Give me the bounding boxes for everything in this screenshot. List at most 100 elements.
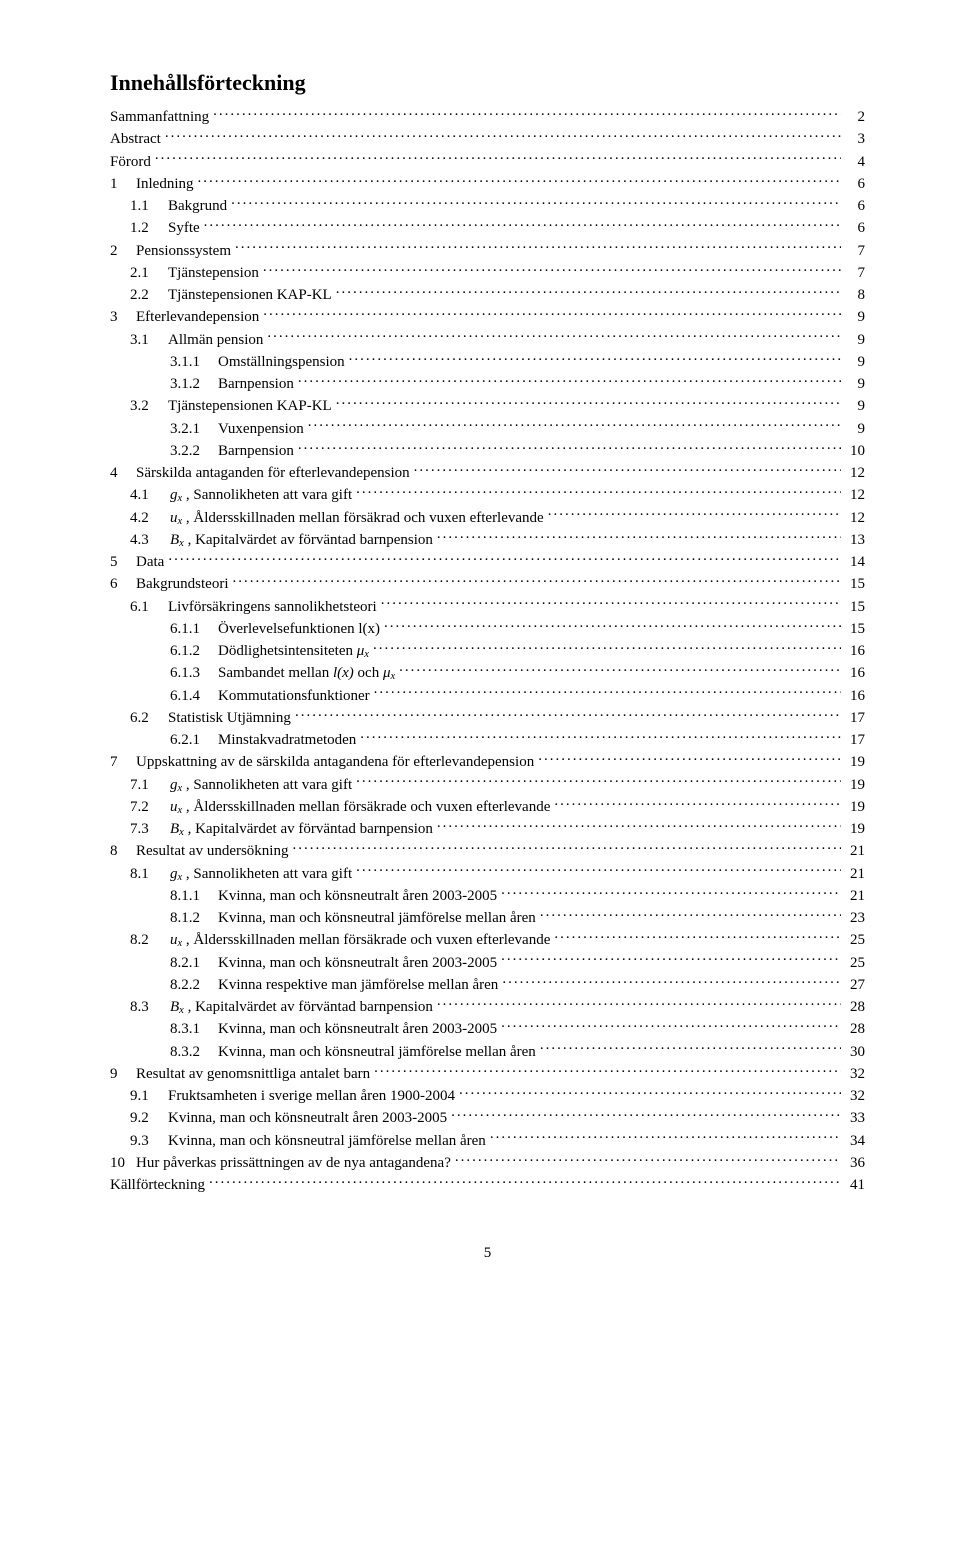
entry-label: Abstract <box>110 129 165 149</box>
entry-label: Syfte <box>168 218 204 238</box>
leader-dots <box>360 729 841 744</box>
entry-label: Omställningspension <box>218 352 349 372</box>
leader-dots <box>349 351 841 366</box>
entry-number: 6.1 <box>130 597 168 617</box>
entry-page: 9 <box>841 307 865 327</box>
leader-dots <box>459 1085 841 1100</box>
toc-entry: 2.1Tjänstepension 7 <box>110 262 865 283</box>
entry-number: 3.2.2 <box>170 441 218 461</box>
entry-number: 8 <box>110 841 136 861</box>
entry-number: 4.3 <box>130 530 170 550</box>
entry-label: Kvinna, man och könsneutralt åren 2003-2… <box>218 953 501 973</box>
entry-label: Kvinna, man och könsneutralt åren 2003-2… <box>218 886 501 906</box>
entry-label: Bx , Kapitalvärdet av förväntad barnpens… <box>170 997 437 1017</box>
leader-dots <box>554 929 841 944</box>
leader-dots <box>490 1130 841 1145</box>
entry-number: 1.2 <box>130 218 168 238</box>
entry-page: 2 <box>841 107 865 127</box>
toc-entry: 6.1Livförsäkringens sannolikhetsteori 15 <box>110 596 865 617</box>
entry-label: Pensionssystem <box>136 241 235 261</box>
entry-page: 10 <box>841 441 865 461</box>
toc-entry: 1Inledning 6 <box>110 173 865 194</box>
leader-dots <box>168 551 841 566</box>
entry-label: Sammanfattning <box>110 107 213 127</box>
entry-page: 6 <box>841 218 865 238</box>
toc-entry: 6.2Statistisk Utjämning 17 <box>110 707 865 728</box>
entry-page: 9 <box>841 330 865 350</box>
entry-number: 4 <box>110 463 136 483</box>
entry-number: 6.1.2 <box>170 641 218 661</box>
leader-dots <box>198 173 842 188</box>
entry-label: Tjänstepensionen KAP-KL <box>168 285 336 305</box>
entry-label: Överlevelsefunktionen l(x) <box>218 619 384 639</box>
entry-number: 8.3.2 <box>170 1042 218 1062</box>
page-title: Innehållsförteckning <box>110 70 865 96</box>
entry-page: 30 <box>841 1042 865 1062</box>
entry-number: 8.3.1 <box>170 1019 218 1039</box>
toc-entry: 8.1.2Kvinna, man och könsneutral jämföre… <box>110 907 865 928</box>
entry-number: 7.1 <box>130 775 170 795</box>
toc-entry: 1.2Syfte 6 <box>110 217 865 238</box>
entry-number: 9.3 <box>130 1131 168 1151</box>
leader-dots <box>437 818 841 833</box>
entry-number: 2.2 <box>130 285 168 305</box>
entry-page: 32 <box>841 1086 865 1106</box>
entry-page: 25 <box>841 953 865 973</box>
entry-number: 6.2.1 <box>170 730 218 750</box>
leader-dots <box>540 907 841 922</box>
entry-page: 41 <box>841 1175 865 1195</box>
entry-label: Kvinna, man och könsneutral jämförelse m… <box>218 1042 540 1062</box>
entry-label: gx , Sannolikheten att vara gift <box>170 485 356 505</box>
entry-label: Resultat av undersökning <box>136 841 292 861</box>
toc-entry: Källförteckning 41 <box>110 1174 865 1195</box>
leader-dots <box>295 707 841 722</box>
toc-entry: 7.1gx , Sannolikheten att vara gift 19 <box>110 774 865 795</box>
entry-number: 8.1 <box>130 864 170 884</box>
toc-entry: 6Bakgrundsteori 15 <box>110 573 865 594</box>
leader-dots <box>548 507 841 522</box>
entry-page: 9 <box>841 374 865 394</box>
leader-dots <box>502 974 841 989</box>
toc-entry: 10Hur påverkas prissättningen av de nya … <box>110 1152 865 1173</box>
entry-number: 7.2 <box>130 797 170 817</box>
entry-page: 16 <box>841 686 865 706</box>
entry-page: 17 <box>841 708 865 728</box>
toc-entry: 3.1.2Barnpension 9 <box>110 373 865 394</box>
entry-number: 8.3 <box>130 997 170 1017</box>
toc-entry: 8.2.2Kvinna respektive man jämförelse me… <box>110 974 865 995</box>
entry-label: Kvinna, man och könsneutralt åren 2003-2… <box>218 1019 501 1039</box>
toc-entry: 3.1Allmän pension 9 <box>110 329 865 350</box>
entry-page: 4 <box>841 152 865 172</box>
entry-label: Inledning <box>136 174 198 194</box>
entry-page: 7 <box>841 263 865 283</box>
entry-number: 8.2 <box>130 930 170 950</box>
leader-dots <box>232 573 841 588</box>
entry-number: 2.1 <box>130 263 168 283</box>
entry-page: 6 <box>841 196 865 216</box>
leader-dots <box>374 685 841 700</box>
leader-dots <box>540 1041 841 1056</box>
entry-page: 28 <box>841 997 865 1017</box>
entry-label: Dödlighetsintensiteten μx <box>218 641 373 661</box>
entry-page: 27 <box>841 975 865 995</box>
toc-entry: 3.2Tjänstepensionen KAP-KL 9 <box>110 395 865 416</box>
entry-label: Kvinna, man och könsneutral jämförelse m… <box>168 1131 490 1151</box>
entry-page: 17 <box>841 730 865 750</box>
toc-entry: 4.1gx , Sannolikheten att vara gift 12 <box>110 484 865 505</box>
entry-number: 8.2.1 <box>170 953 218 973</box>
entry-page: 21 <box>841 864 865 884</box>
leader-dots <box>451 1107 841 1122</box>
leader-dots <box>267 329 841 344</box>
leader-dots <box>373 640 841 655</box>
toc-entry: 4.2ux , Åldersskillnaden mellan försäkra… <box>110 507 865 528</box>
leader-dots <box>538 751 841 766</box>
entry-number: 3.2.1 <box>170 419 218 439</box>
entry-number: 4.2 <box>130 508 170 528</box>
toc-entry: 5Data 14 <box>110 551 865 572</box>
entry-label: gx , Sannolikheten att vara gift <box>170 775 356 795</box>
entry-page: 9 <box>841 419 865 439</box>
entry-label: ux , Åldersskillnaden mellan försäkrad o… <box>170 508 548 528</box>
toc-entry: 3Efterlevandepension 9 <box>110 306 865 327</box>
entry-page: 9 <box>841 396 865 416</box>
entry-number: 3.1.2 <box>170 374 218 394</box>
